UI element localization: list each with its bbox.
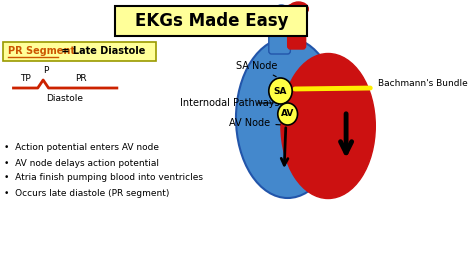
FancyBboxPatch shape xyxy=(269,6,291,54)
Text: PR: PR xyxy=(75,74,87,83)
Text: •  Action potential enters AV node: • Action potential enters AV node xyxy=(4,143,159,152)
Ellipse shape xyxy=(281,53,375,198)
Text: SA Node: SA Node xyxy=(236,61,277,77)
Text: Diastole: Diastole xyxy=(46,94,83,103)
Text: EKGs Made Easy: EKGs Made Easy xyxy=(135,12,288,30)
Text: •  Occurs late diastole (PR segment): • Occurs late diastole (PR segment) xyxy=(4,189,170,197)
FancyBboxPatch shape xyxy=(115,6,308,36)
Ellipse shape xyxy=(274,5,289,17)
Text: •  Atria finish pumping blood into ventricles: • Atria finish pumping blood into ventri… xyxy=(4,173,203,182)
Ellipse shape xyxy=(289,2,309,16)
Text: Internodal Pathways: Internodal Pathways xyxy=(180,98,279,108)
FancyBboxPatch shape xyxy=(3,42,155,61)
Circle shape xyxy=(269,78,292,104)
Text: AV Node: AV Node xyxy=(229,118,281,128)
Text: PR Segment: PR Segment xyxy=(8,46,75,56)
Text: Bachmann's Bundle: Bachmann's Bundle xyxy=(378,80,467,89)
Text: P: P xyxy=(43,66,48,75)
Text: AV: AV xyxy=(281,110,294,118)
Text: TP: TP xyxy=(20,74,30,83)
Circle shape xyxy=(278,103,298,125)
FancyBboxPatch shape xyxy=(288,5,306,49)
Text: SA: SA xyxy=(273,86,287,95)
Ellipse shape xyxy=(236,38,339,198)
Text: •  AV node delays action potential: • AV node delays action potential xyxy=(4,159,159,168)
Text: = Late Diastole: = Late Diastole xyxy=(57,46,145,56)
